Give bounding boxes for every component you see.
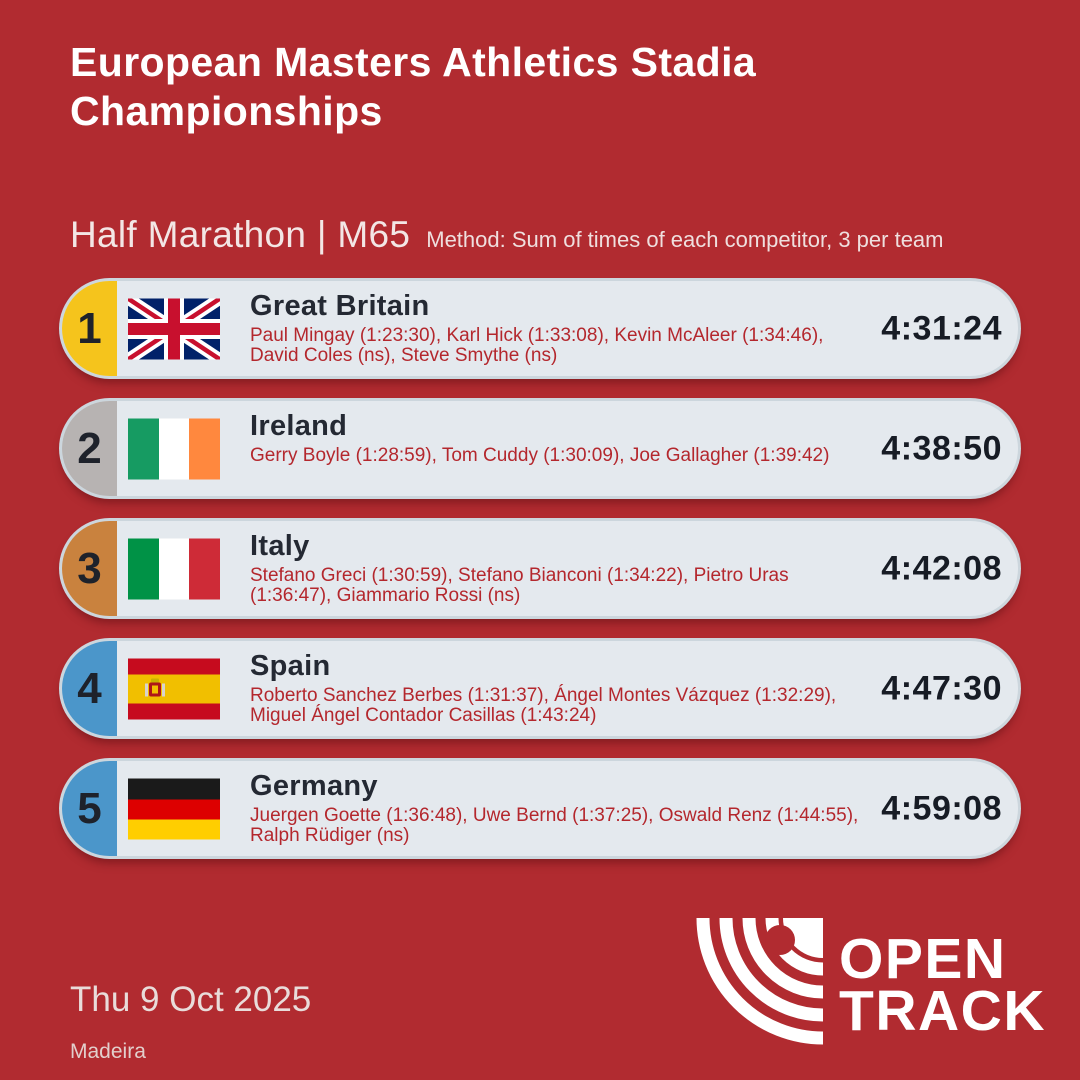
results-list: 1 Great Britain Paul Mingay (1:23:30), K… (62, 281, 1018, 881)
flag-it-icon (128, 538, 220, 599)
table-row: 1 Great Britain Paul Mingay (1:23:30), K… (62, 281, 1018, 376)
team-name: Spain (250, 650, 331, 682)
athletes-list: Juergen Goette (1:36:48), Uwe Bernd (1:3… (250, 805, 859, 846)
total-time: 4:42:08 (881, 549, 1002, 587)
table-row: 3 Italy Stefano Greci (1:30:59), Stefano… (62, 521, 1018, 616)
opentrack-wordmark: OPEN TRACK (839, 926, 1046, 1043)
total-time: 4:31:24 (881, 309, 1002, 347)
total-time: 4:38:50 (881, 429, 1002, 467)
table-row: 4 Spain Roberto Sanchez Berbes (1:31:37)… (62, 641, 1018, 736)
flag-gb-icon (128, 298, 220, 359)
athletes-list: Paul Mingay (1:23:30), Karl Hick (1:33:0… (250, 325, 824, 366)
athletes-list: Stefano Greci (1:30:59), Stefano Biancon… (250, 565, 789, 606)
table-row: 2 Ireland Gerry Boyle (1:28:59), Tom Cud… (62, 401, 1018, 496)
event-date: Thu 9 Oct 2025 (70, 980, 312, 1019)
scoring-method: Method: Sum of times of each competitor,… (426, 227, 944, 252)
wordmark-line1: OPEN (839, 926, 1007, 991)
team-name: Germany (250, 770, 378, 802)
table-row: 5 Germany Juergen Goette (1:36:48), Uwe … (62, 761, 1018, 856)
team-name: Ireland (250, 410, 348, 442)
flag-de-icon (128, 778, 220, 839)
total-time: 4:47:30 (881, 669, 1002, 707)
wordmark-line2: TRACK (839, 979, 1046, 1043)
rank-number: 5 (77, 783, 102, 833)
flag-es-icon (128, 658, 220, 719)
event-subtitle: Half Marathon | M65 Method: Sum of times… (70, 214, 1020, 256)
rank-number: 1 (77, 303, 102, 353)
rank-number: 4 (77, 663, 102, 713)
rank-badge: 3 (62, 521, 117, 616)
opentrack-track-bend-icon (681, 918, 824, 1052)
rank-badge: 2 (62, 401, 117, 496)
rank-badge: 1 (62, 281, 117, 376)
page-title: European Masters Athletics Stadia Champi… (70, 39, 757, 135)
rank-badge: 5 (62, 761, 117, 856)
team-name: Great Britain (250, 290, 430, 322)
flag-ie-icon (128, 418, 220, 479)
event-name: Half Marathon | M65 (70, 214, 411, 255)
event-venue: Madeira (70, 1040, 146, 1063)
team-name: Italy (250, 530, 310, 562)
rank-badge: 4 (62, 641, 117, 736)
rank-number: 3 (77, 543, 102, 593)
opentrack-logo: OPEN TRACK (681, 918, 1046, 1052)
total-time: 4:59:08 (881, 789, 1002, 827)
athletes-list: Gerry Boyle (1:28:59), Tom Cuddy (1:30:0… (250, 445, 830, 466)
rank-number: 2 (77, 423, 102, 473)
athletes-list: Roberto Sanchez Berbes (1:31:37), Ángel … (250, 685, 837, 726)
